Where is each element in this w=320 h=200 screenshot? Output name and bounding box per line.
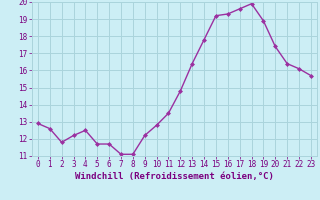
X-axis label: Windchill (Refroidissement éolien,°C): Windchill (Refroidissement éolien,°C) <box>75 172 274 181</box>
